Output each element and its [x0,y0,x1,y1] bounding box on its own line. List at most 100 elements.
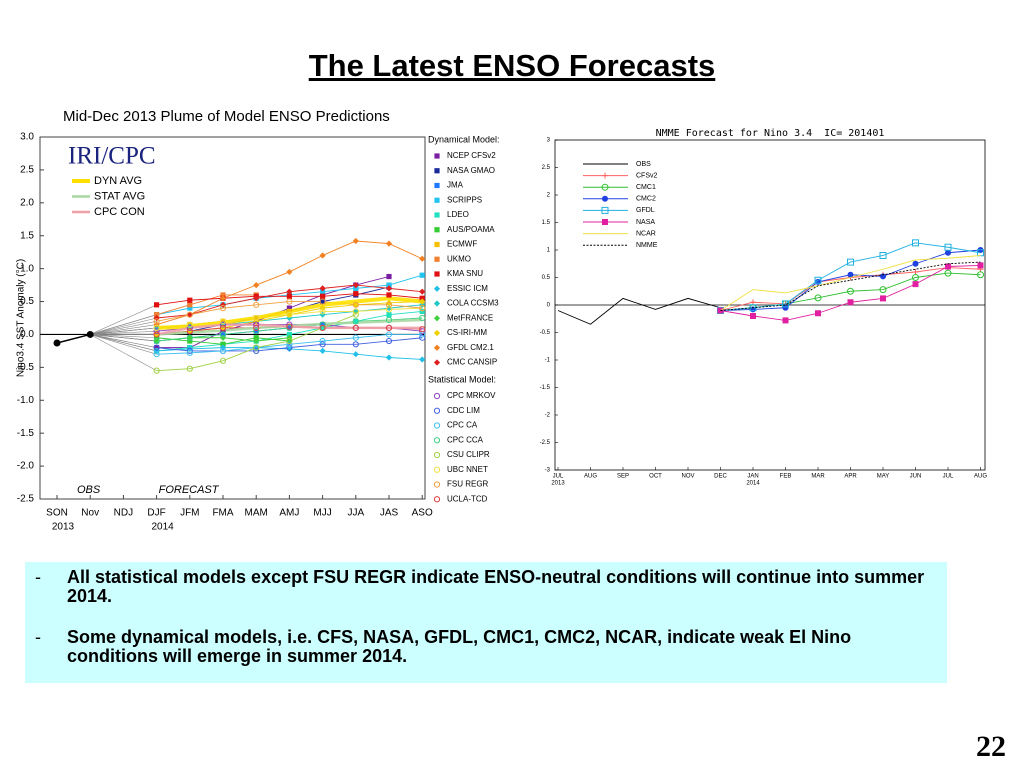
data-point [385,306,393,313]
data-point [879,252,887,259]
data-point [220,341,226,347]
data-point [186,345,193,353]
data-point [286,298,293,305]
data-point [815,310,821,317]
legend-swatch [434,212,440,218]
x-tick-label: JUL [553,474,564,480]
x-tick-label: JAN [747,474,758,480]
bullet-marker: - [35,627,41,647]
y-tick-label: 0.5 [542,275,551,281]
legend-label: NASA [636,219,655,226]
legend-label: ECMWF [447,240,477,249]
connector [90,324,157,335]
x-tick-label: AUG [584,474,597,480]
legend-swatch [433,437,441,444]
data-point [286,321,293,328]
series-line [156,294,257,316]
series-line [720,255,981,311]
data-point [187,338,193,344]
year-label: 2014 [151,522,174,533]
data-point [187,305,193,311]
legend-swatch [433,422,441,429]
data-point [153,328,160,335]
data-point [419,288,426,295]
data-point [219,321,227,328]
data-point [319,252,326,259]
x-tick-label: OCT [649,474,662,480]
y-tick-label: -1.5 [17,428,35,439]
legend-swatch [433,451,441,459]
data-point [847,258,854,266]
legend-label: COLA CCSM3 [447,299,499,308]
data-point [386,292,392,298]
legend-label: NCEP CFSv2 [447,151,496,160]
x-tick-label: JFM [180,508,199,519]
legend-label: CPC CCA [447,435,484,444]
data-point [385,240,393,247]
x-tick-label: DEC [714,474,727,480]
bullet: - Some dynamical models, i.e. CFS, NASA, … [35,628,931,666]
legend-swatch [433,329,441,337]
data-point [253,314,260,322]
data-point [186,311,193,318]
data-point [253,321,260,328]
data-point [847,271,854,278]
data-point [153,351,160,358]
data-point [319,298,326,305]
y-tick-label: 1.5 [542,220,551,226]
data-point [912,274,919,281]
legend-label: CDC LIM [447,406,480,415]
legend-label: KMA SNU [447,269,483,278]
data-point [219,357,227,364]
legend-label: CPC CA [447,421,478,430]
y-axis-label: Nino3.4 SST Anomaly (°C) [16,259,27,377]
data-point [219,305,227,312]
y-tick-label: -2.5 [540,440,551,446]
legend-swatch [433,481,441,488]
data-point [286,268,293,276]
data-point [385,316,393,324]
data-point [944,243,952,251]
data-point [352,334,359,341]
legend-swatch [434,227,440,233]
legend-label: NASA GMAO [447,166,495,175]
x-tick-label: DJF [147,508,165,519]
slide-title: The Latest ENSO Forecasts [308,48,716,83]
data-point [153,321,160,328]
data-point [286,293,292,299]
legend-swatch [433,344,441,351]
data-point [847,299,854,306]
data-point [319,285,326,292]
data-point [186,334,193,341]
y-tick-label: 0.5 [20,296,34,307]
y-tick-label: -1 [545,358,551,364]
data-point [750,313,756,319]
y-tick-label: 3.0 [20,132,34,143]
connector [90,304,157,335]
data-point [385,285,393,292]
y-tick-label: 2 [547,193,551,199]
data-point [319,337,326,345]
x-tick-label: JAS [380,508,399,519]
data-point [153,337,160,345]
x-tick-label: SEP [617,474,629,480]
y-tick-label: -2 [545,413,551,419]
x-tick-label: AMJ [279,508,299,519]
data-point [154,302,160,308]
data-point [219,334,227,341]
bullet-text: Some dynamical models, i.e. CFS, NASA, G… [67,627,852,666]
legend-label: CS-IRI-MM [447,328,487,337]
data-point [782,300,789,308]
data-point [186,347,193,355]
data-point [352,318,359,325]
data-point [880,273,886,280]
data-point [945,249,951,256]
data-point [153,331,160,338]
data-point [286,337,293,345]
data-point [153,324,160,331]
data-point [153,331,160,338]
data-point [385,337,393,345]
x-tick-label: SON [46,508,68,519]
data-point [419,326,426,333]
